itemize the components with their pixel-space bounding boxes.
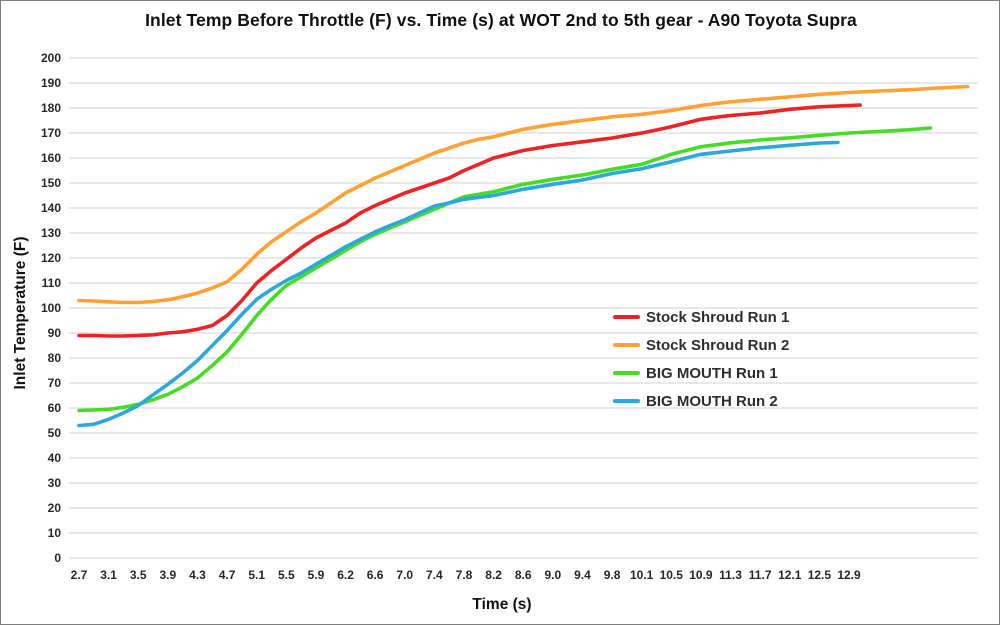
y-tick-label: 10 [48, 526, 62, 540]
y-tick-label: 180 [41, 101, 61, 115]
x-tick-label: 8.2 [485, 568, 502, 582]
series-line-stock-shroud-run-2 [77, 84, 970, 305]
legend-swatch-icon [613, 399, 640, 403]
x-tick-label: 6.2 [337, 568, 354, 582]
x-tick-label: 4.7 [219, 568, 236, 582]
y-tick-label: 100 [41, 301, 61, 315]
x-axis-title: Time (s) [472, 596, 532, 613]
legend-swatch-icon [613, 371, 640, 375]
y-tick-label: 90 [48, 326, 62, 340]
x-tick-label: 10.9 [689, 568, 713, 582]
y-tick-label: 140 [41, 201, 61, 215]
x-tick-label: 12.1 [778, 568, 802, 582]
y-tick-label: 30 [48, 476, 62, 490]
y-tick-label: 190 [41, 76, 61, 90]
y-tick-label: 60 [48, 401, 62, 415]
y-tick-label: 20 [48, 501, 62, 515]
x-tick-label: 3.1 [100, 568, 117, 582]
x-tick-label: 5.9 [308, 568, 325, 582]
y-tick-labels: 0 10 20 30 40 50 60 70 80 90 100 110 120 130 140 150 160… [41, 51, 61, 565]
x-tick-label: 7.8 [456, 568, 473, 582]
y-tick-label: 170 [41, 126, 61, 140]
y-tick-label: 80 [48, 351, 62, 365]
y-tick-label: 40 [48, 451, 62, 465]
series-line-big-mouth-run-2 [77, 140, 840, 428]
x-tick-label: 7.4 [426, 568, 443, 582]
x-tick-label: 8.6 [515, 568, 532, 582]
series-lines [77, 84, 970, 428]
y-tick-label: 70 [48, 376, 62, 390]
y-tick-label: 200 [41, 51, 61, 65]
x-tick-label: 3.5 [130, 568, 147, 582]
legend-label: Stock Shroud Run 2 [646, 336, 790, 354]
legend-item-big-mouth-run-2: BIG MOUTH Run 2 [613, 387, 789, 415]
y-tick-label: 120 [41, 251, 61, 265]
legend: Stock Shroud Run 1 Stock Shroud Run 2 BIG … [613, 303, 789, 415]
x-tick-label: 12.9 [837, 568, 861, 582]
x-tick-label: 2.7 [71, 568, 88, 582]
x-tick-label: 10.5 [660, 568, 684, 582]
y-tick-label: 110 [42, 276, 62, 290]
legend-label: BIG MOUTH Run 1 [646, 364, 778, 382]
legend-label: Stock Shroud Run 1 [646, 308, 790, 326]
series-line-big-mouth-run-1 [77, 126, 933, 413]
legend-label: BIG MOUTH Run 2 [646, 392, 778, 410]
x-tick-label: 4.3 [189, 568, 206, 582]
series-line-stock-shroud-run-1 [77, 103, 862, 338]
y-tick-label: 130 [41, 226, 61, 240]
x-tick-label: 10.1 [630, 568, 654, 582]
legend-swatch-icon [613, 343, 640, 347]
x-tick-label: 5.5 [278, 568, 295, 582]
y-tick-label: 160 [41, 151, 61, 165]
x-tick-label: 11.3 [719, 568, 742, 582]
legend-item-stock-shroud-run-2: Stock Shroud Run 2 [613, 331, 789, 359]
legend-swatch-icon [613, 315, 640, 319]
x-tick-label: 11.7 [749, 568, 772, 582]
legend-item-stock-shroud-run-1: Stock Shroud Run 1 [613, 303, 789, 331]
x-tick-label: 5.1 [248, 568, 265, 582]
x-tick-label: 6.6 [367, 568, 384, 582]
y-tick-label: 0 [54, 551, 61, 565]
x-tick-label: 12.5 [808, 568, 832, 582]
y-tick-label: 50 [48, 426, 62, 440]
x-tick-labels: 2.7 3.1 3.5 3.9 4.3 4.7 5.1 5.5 5.9 6.2 6.6 7.0 7.4 7… [71, 568, 861, 582]
x-tick-label: 9.4 [574, 568, 591, 582]
x-tick-label: 3.9 [160, 568, 177, 582]
y-tick-label: 150 [41, 176, 61, 190]
chart-title: Inlet Temp Before Throttle (F) vs. Time … [145, 10, 857, 30]
x-tick-label: 9.0 [545, 568, 562, 582]
legend-item-big-mouth-run-1: BIG MOUTH Run 1 [613, 359, 789, 387]
x-tick-label: 9.8 [604, 568, 621, 582]
x-tick-label: 7.0 [396, 568, 413, 582]
